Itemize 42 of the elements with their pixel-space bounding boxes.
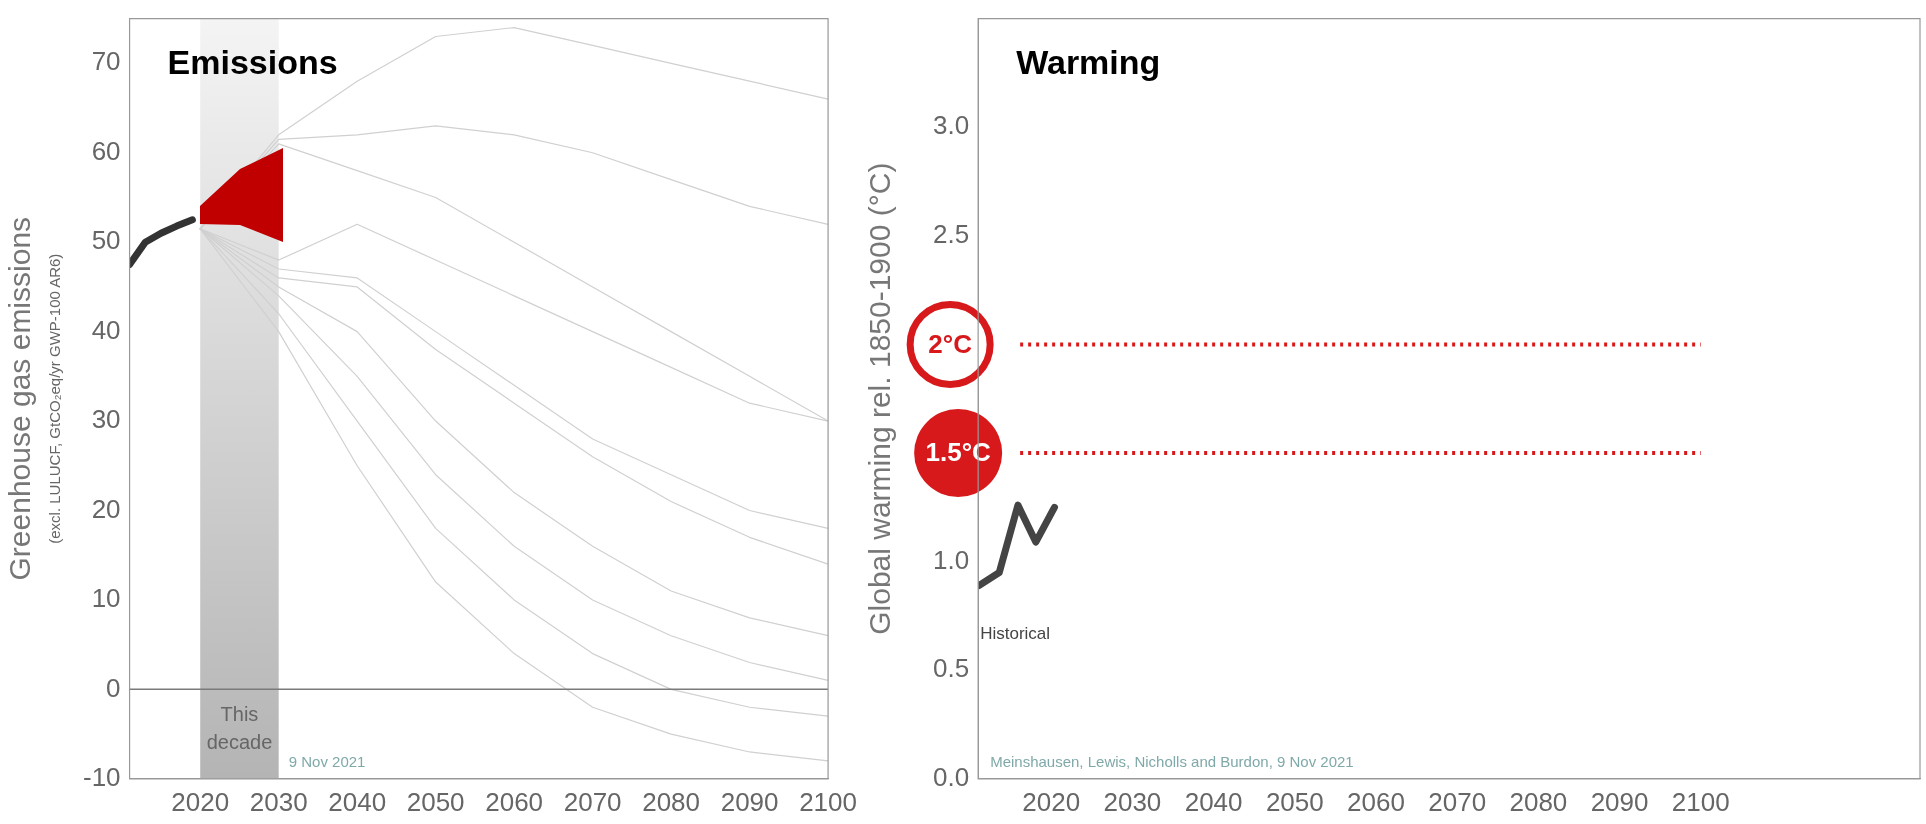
y-tick-label: 10 [91,583,121,614]
band-label: This decade [206,702,273,753]
x-tick-label: 2020 [1022,786,1081,817]
y-tick-label: 0.5 [932,653,970,684]
y-axis-title: Global warming rel. 1850-1900 (°C) [863,162,897,635]
text: Warming [1016,42,1161,81]
ref-line-label: 1.5°C [925,437,992,468]
y-tick-label: -10 [83,761,121,792]
x-tick-label: 2030 [249,786,308,817]
ref-line-label: 2°C [928,328,973,359]
y-tick-label: 0.0 [932,761,970,792]
y-tick-label: 20 [91,493,121,524]
y-tick-label: 1.0 [932,544,970,575]
y-axis-title: Greenhouse gas emissions (excl. LULUCF, GtCO₂eq/yr GWP-100 AR6) [3,216,64,581]
text: Historical [980,623,1051,643]
y-tick-label: 3.0 [932,110,970,141]
x-tick-label: 2090 [720,786,779,817]
x-tick-label: 2020 [171,786,230,817]
y-tick-label: 2.5 [932,218,970,249]
annotation: Meinshausen, Lewis, Nicholls and Burdon, 9 Nov 2021 [990,752,1354,770]
x-tick-label: 2080 [642,786,701,817]
x-tick-label: 2040 [1184,786,1243,817]
y-tick-label: 0 [106,672,121,703]
x-tick-label: 2090 [1590,786,1649,817]
x-tick-label: 2050 [1265,786,1324,817]
x-tick-label: 2100 [1671,786,1730,817]
y-tick-label: 30 [91,404,121,435]
x-tick-label: 2080 [1509,786,1568,817]
x-tick-label: 2100 [799,786,857,817]
x-tick-label: 2060 [485,786,544,817]
x-tick-label: 2060 [1347,786,1405,817]
y-tick-label: 60 [91,135,121,166]
y-tick-label: 50 [91,225,121,256]
x-tick-label: 2030 [1103,786,1162,817]
x-tick-label: 2050 [406,786,465,817]
annotation: 9 Nov 2021 [288,752,366,770]
x-tick-label: 2040 [328,786,387,817]
y-tick-label: 70 [91,46,121,77]
x-tick-label: 2070 [1428,786,1487,817]
x-tick-label: 2070 [563,786,622,817]
text: Emissions [167,42,338,81]
y-tick-label: 40 [91,314,121,345]
